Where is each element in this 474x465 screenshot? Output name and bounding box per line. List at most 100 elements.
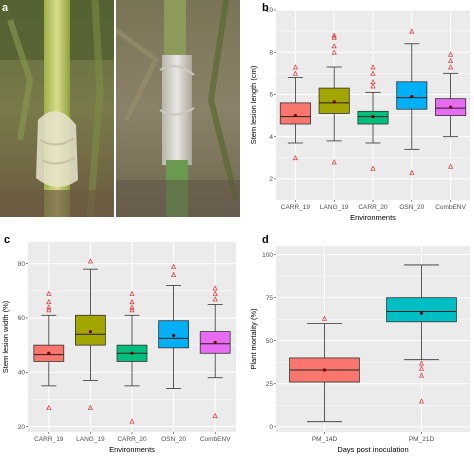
mean-point [371,115,375,119]
mean-point [47,351,51,355]
outlier-point [171,271,177,277]
mean-point [172,334,176,338]
outlier-point [171,263,177,269]
x-tick-label: OSN_20 [161,436,186,443]
y-tick-label: 2 [269,176,273,183]
outlier-point [212,285,218,291]
photo-stem-lesion-left [0,0,114,217]
x-tick-label: CARR_20 [358,204,388,211]
outlier-point [409,28,415,34]
y-tick-label: 80 [18,261,26,268]
outlier-point [292,70,298,76]
outlier-point [46,298,52,305]
panel-b: b 2 4 6 8 10 Stem lesion length (cm) Environme… [240,0,474,228]
outlier-point [418,360,425,366]
mean-point [410,94,414,99]
mean-point [449,105,453,109]
chart-d-plant-mortality: 0 25 50 75 100 Plant mortality (%) Days post i… [249,246,470,454]
outlier-point [370,70,376,76]
x-tick-label: CARR_19 [281,204,311,211]
outlier-point [129,307,135,313]
y-tick-label: 50 [266,338,274,345]
x-tick-label: CARR_20 [117,436,147,443]
x-tick-label: CombENV [435,204,466,211]
x-tick-label: LANG_19 [76,436,105,443]
x-tick-label: OSN_20 [399,204,424,211]
x-axis-label: Days post inoculation [337,445,408,454]
chart-b-stem-lesion-length: 2 4 6 8 10 Stem lesion length (cm) Environment… [249,7,470,222]
panel-label-a: a [2,2,9,14]
outlier-point [448,163,454,169]
outlier-point [418,365,425,371]
photo-stem-lesion-right [116,0,240,217]
mean-point [332,100,336,104]
plot-background [276,246,470,432]
outlier-point [212,290,218,296]
outlier-point [212,412,218,419]
mean-point [419,311,424,315]
outlier-point [409,169,415,175]
box-carr-19 [33,290,65,410]
x-axis-label: Environments [350,213,396,222]
panel-label-c: c [4,234,11,246]
outlier-point [46,307,52,313]
outlier-point [87,404,93,410]
y-axis-label: Stem lesion length (cm) [249,65,258,144]
outlier-point [448,51,454,57]
outlier-point [129,418,135,424]
outlier-point [46,304,52,310]
outlier-point [370,83,376,89]
y-tick-label: 20 [18,424,26,431]
mean-point [293,113,297,118]
y-tick-label: 10 [266,7,274,14]
outlier-point [448,57,454,64]
y-tick-label: 100 [262,252,273,259]
box-carr-19 [279,64,311,161]
outlier-point [292,64,298,70]
outlier-point [87,258,93,264]
y-axis-label: Stem lesion width (%) [1,300,10,373]
box-pm-21d [386,264,457,404]
x-tick-label: PM_21D [409,436,435,443]
outlier-point [370,78,376,85]
panel-a: a [0,0,240,217]
outlier-point [212,296,218,302]
x-tick-label: LANG_19 [320,204,349,211]
outlier-point [129,298,135,305]
box-iqr [279,102,311,125]
x-tick-label: CombENV [200,436,231,443]
outlier-point [129,290,135,296]
panel-label-b: b [262,2,269,14]
box-osn-20 [158,263,189,389]
outlier-point [370,64,376,70]
panel-d: d 0 25 50 75 100 Plant mortality (%) Days post… [240,232,474,460]
outlier-point [129,304,135,310]
outlier-point [370,165,376,171]
y-tick-label: 75 [266,295,274,302]
y-tick-label: 0 [269,424,273,431]
y-tick-label: 6 [269,92,273,99]
box-carr-20 [116,290,148,424]
box-lang-19 [318,32,350,165]
y-tick-label: 60 [18,315,26,322]
outlier-point [46,404,52,410]
y-tick-label: 8 [269,49,273,56]
outlier-point [331,49,337,55]
mean-point [88,329,92,334]
panel-c: c 20 40 60 80 Stem lesion width (%) Environme… [0,232,240,460]
box-lang-19 [75,258,106,410]
x-tick-label: CARR_19 [34,436,64,443]
box-combenv [199,285,231,419]
y-axis-label: Plant mortality (%) [249,308,258,370]
y-tick-label: 25 [266,381,274,388]
outlier-point [292,154,298,161]
x-axis-label: Environments [109,445,155,454]
box-iqr [386,297,457,323]
y-tick-label: 4 [269,134,273,141]
box-carr-20 [357,64,389,171]
panel-label-d: d [262,234,269,246]
mean-point [322,368,327,372]
box-combenv [435,51,467,169]
outlier-point [331,32,337,38]
outlier-point [321,315,328,321]
